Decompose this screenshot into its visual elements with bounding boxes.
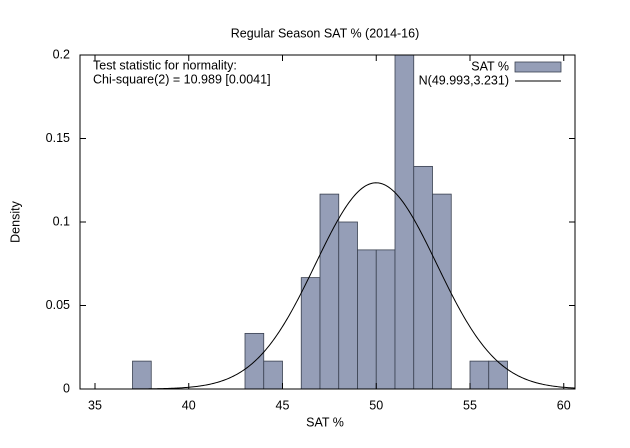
chart-title: Regular Season SAT % (2014-16) (231, 26, 420, 40)
y-tick-label: 0.1 (53, 214, 70, 228)
histogram-bar (357, 249, 377, 390)
y-tick-label: 0.05 (46, 298, 70, 312)
y-tick-label: 0 (63, 381, 70, 395)
histogram-bar (338, 221, 358, 390)
histogram-bar (469, 360, 490, 390)
annotation: Chi-square(2) = 10.989 [0.0041] (93, 72, 271, 86)
legend-label: N(49.993,3.231) (419, 73, 509, 87)
histogram-bar (263, 360, 283, 390)
x-tick-label: 60 (557, 398, 571, 412)
histogram-bar (300, 277, 321, 390)
legend-swatch (514, 61, 562, 73)
histogram-bar (394, 54, 415, 390)
x-tick-label: 50 (369, 398, 383, 412)
x-tick-label: 35 (88, 398, 102, 412)
histogram-bar (432, 193, 452, 390)
x-tick-label: 45 (276, 398, 290, 412)
x-tick-label: 40 (182, 398, 196, 412)
y-axis-label: Density (8, 200, 22, 242)
histogram-bar (488, 360, 508, 390)
x-axis-label: SAT % (306, 415, 344, 429)
legend-label: SAT % (471, 59, 509, 73)
histogram-bar (132, 360, 152, 390)
histogram-bar (375, 249, 396, 390)
y-tick-label: 0.2 (53, 47, 70, 61)
x-tick-label: 55 (463, 398, 477, 412)
histogram-bar (413, 165, 433, 390)
y-tick-label: 0.15 (46, 131, 70, 145)
annotation: Test statistic for normality: (93, 58, 237, 72)
